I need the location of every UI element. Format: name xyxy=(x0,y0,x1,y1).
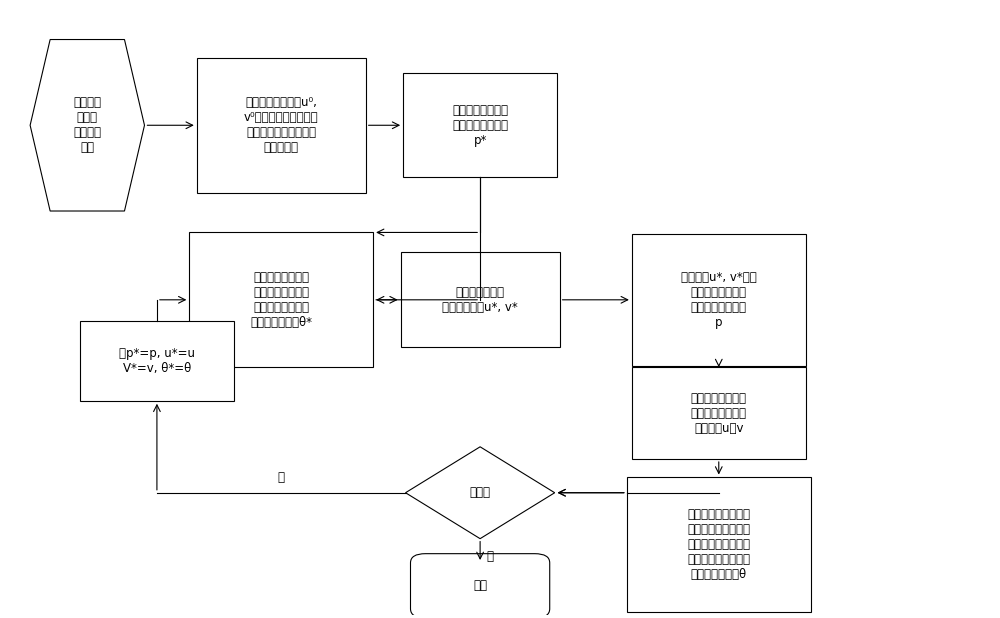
Text: 假设一个压力场，
即给定压力猜测値
p*: 假设一个压力场， 即给定压力猜测値 p* xyxy=(452,104,508,146)
Text: 收敛否: 收敛否 xyxy=(470,486,491,499)
Text: 根据当前速度场和
压力场，计算动量
离散方程等方程中
的系数和常数项θ*: 根据当前速度场和 压力场，计算动量 离散方程等方程中 的系数和常数项θ* xyxy=(250,271,312,329)
Polygon shape xyxy=(406,447,555,539)
FancyBboxPatch shape xyxy=(627,478,811,612)
Text: 令p*=p, u*=u
V*=v, θ*=θ: 令p*=p, u*=u V*=v, θ*=θ xyxy=(119,347,195,375)
FancyBboxPatch shape xyxy=(401,252,560,347)
Text: 根据速度u*, v*，求
解压力修正方程，
得到修正后的压力
p: 根据速度u*, v*，求 解压力修正方程， 得到修正后的压力 p xyxy=(681,271,757,329)
FancyBboxPatch shape xyxy=(189,232,373,367)
FancyBboxPatch shape xyxy=(197,58,366,193)
FancyBboxPatch shape xyxy=(632,367,806,459)
Text: 根据修正后的压力
改进速度，得到修
正后速度u、v: 根据修正后的压力 改进速度，得到修 正后速度u、v xyxy=(691,392,747,434)
Text: 否: 否 xyxy=(278,470,285,483)
Text: 假设一个速度分布u⁰,
v⁰，用于计算首次迭代
时的动量离散方程的系
数和常数项: 假设一个速度分布u⁰, v⁰，用于计算首次迭代 时的动量离散方程的系 数和常数项 xyxy=(244,96,319,154)
Text: 利用修正后的速度场
求解所有其他的离散
化输运方程，得到动
量离散方程等方程中
的系数和常数项θ: 利用修正后的速度场 求解所有其他的离散 化输运方程，得到动 量离散方程等方程中 … xyxy=(687,508,750,582)
FancyBboxPatch shape xyxy=(411,554,550,618)
FancyBboxPatch shape xyxy=(632,234,806,366)
FancyBboxPatch shape xyxy=(403,73,557,177)
Polygon shape xyxy=(30,40,144,211)
Text: 是: 是 xyxy=(487,549,494,563)
FancyBboxPatch shape xyxy=(80,321,234,401)
Text: 边界条件
设置完
毕，准备
计算: 边界条件 设置完 毕，准备 计算 xyxy=(73,96,101,154)
Text: 结束: 结束 xyxy=(473,579,487,592)
Text: 求解动量离散方
程，得到速度u*, v*: 求解动量离散方 程，得到速度u*, v* xyxy=(442,286,518,314)
